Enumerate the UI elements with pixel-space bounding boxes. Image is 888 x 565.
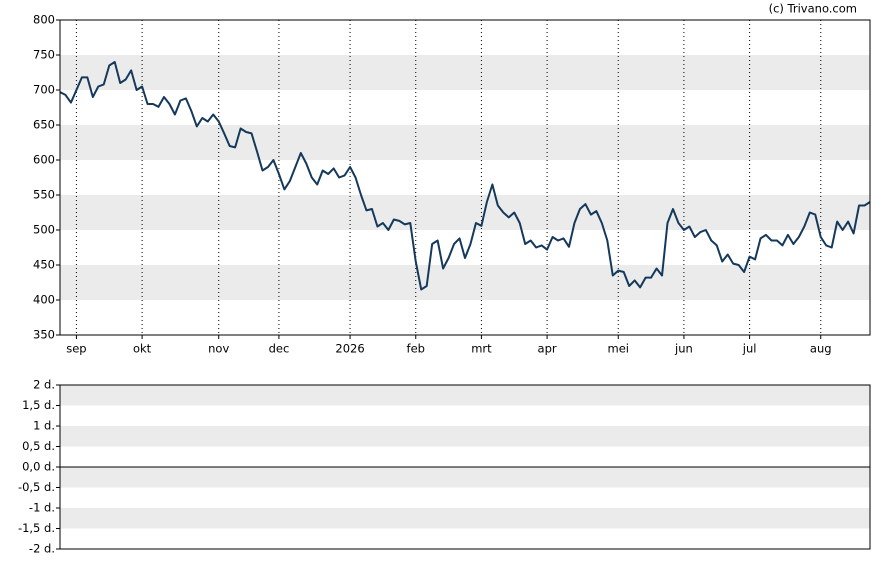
x-tick-label: okt <box>133 342 152 356</box>
y-tick-label: 350 <box>33 328 55 342</box>
x-tick-label: sep <box>66 342 86 356</box>
y-tick-label: 2 d. <box>33 378 55 392</box>
credit: (c) Trivano.com <box>769 2 857 16</box>
grid-band <box>60 265 870 300</box>
y-tick-label: 450 <box>33 258 55 272</box>
x-tick-label: mrt <box>471 342 492 356</box>
y-tick-label: 0,0 d. <box>22 460 55 474</box>
y-tick-label: 750 <box>33 48 55 62</box>
plot-frame <box>59 384 871 550</box>
x-tick-label: jun <box>674 342 693 356</box>
x-tick-label: feb <box>407 342 425 356</box>
y-tick-label: 550 <box>33 188 55 202</box>
y-tick-label: 500 <box>33 223 55 237</box>
grid-band <box>60 385 870 406</box>
y-tick-label: -1 d. <box>29 501 55 515</box>
y-tick-label: -0,5 d. <box>18 480 55 494</box>
y-tick-label: 650 <box>33 118 55 132</box>
x-tick-label: dec <box>269 342 290 356</box>
price-line <box>59 61 871 291</box>
y-tick-label: 700 <box>33 83 55 97</box>
x-tick-label: apr <box>538 342 557 356</box>
y-tick-label: -2 d. <box>29 542 55 556</box>
y-tick-label: 0,5 d. <box>22 439 55 453</box>
x-tick-label: nov <box>208 342 229 356</box>
grid-band <box>60 55 870 90</box>
x-tick-label: 2026 <box>335 342 364 356</box>
y-tick-label: 1 d. <box>33 419 55 433</box>
grid-band <box>60 125 870 160</box>
plot-frame <box>59 19 871 336</box>
grid-band <box>60 426 870 447</box>
y-tick-label: 800 <box>33 13 55 27</box>
y-tick-label: -1,5 d. <box>18 521 55 535</box>
y-tick-label: 400 <box>33 293 55 307</box>
y-tick-label: 600 <box>33 153 55 167</box>
x-tick-label: aug <box>810 342 832 356</box>
grid-band <box>60 467 870 488</box>
grid-band <box>60 195 870 230</box>
x-tick-label: jul <box>742 342 757 356</box>
x-tick-label: mei <box>608 342 629 356</box>
y-tick-label: 1,5 d. <box>22 398 55 412</box>
grid-band <box>60 508 870 529</box>
